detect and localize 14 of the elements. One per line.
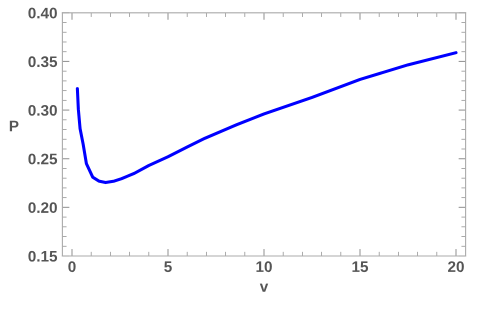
x-axis-title: v [260, 284, 268, 292]
y-tick-label: 0.35 [28, 56, 58, 68]
y-tick-label: 0.20 [28, 202, 57, 214]
x-tick-label: 0 [68, 261, 76, 272]
y-axis-title: P [10, 120, 18, 132]
y-tick-label: 0.15 [28, 250, 58, 262]
line-series [76, 51, 458, 184]
x-tick-label: 5 [164, 261, 172, 272]
x-tick-label: 20 [448, 261, 464, 272]
y-tick-label: 0.30 [28, 104, 57, 116]
y-tick-label: 0.40 [28, 8, 57, 18]
y-tick-label: 0.25 [28, 154, 58, 164]
x-tick-label: 15 [352, 261, 368, 272]
x-tick-label: 10 [256, 261, 272, 272]
